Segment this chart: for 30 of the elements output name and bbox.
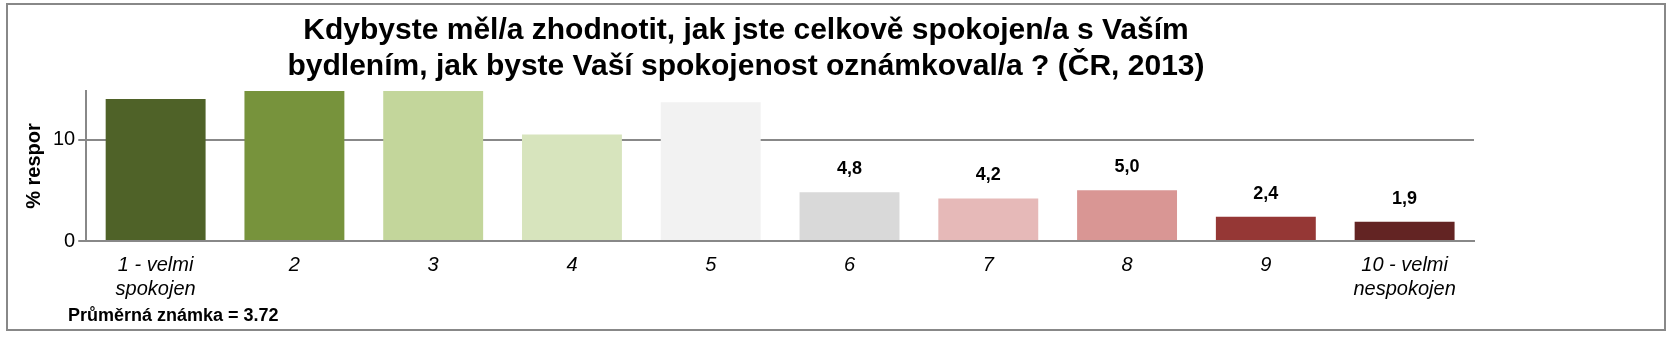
- bar: [1354, 221, 1455, 240]
- chart-title: Kdybyste měl/a zhodnotit, jak jste celkově spokojen/a s Vaším bydlením, jak byste Vaší spokojenost oznámkoval/a ? (ČR, 2013): [287, 12, 1205, 82]
- data-label: 4,2: [975, 164, 1001, 185]
- bar: [522, 134, 622, 240]
- data-label: 2,4: [1253, 182, 1279, 203]
- y-axis-title: % respor: [21, 122, 44, 209]
- bar: [244, 91, 345, 240]
- x-tick-label: 1 - velmi spokojen: [115, 252, 196, 299]
- bar: [1077, 190, 1178, 240]
- x-tick-label: 4: [566, 252, 578, 275]
- data-label: 5,0: [1114, 156, 1140, 177]
- x-tick-label: 9: [1260, 252, 1272, 275]
- x-tick-label: 6: [843, 252, 856, 275]
- y-tick-label: 0: [64, 228, 76, 251]
- bar: [799, 192, 900, 240]
- bar: [105, 99, 206, 240]
- text: Průměrná známka = 3.72: [68, 304, 279, 325]
- x-tick-label: 3: [427, 252, 439, 275]
- data-label: 4,8: [837, 158, 863, 179]
- x-tick-label: 2: [287, 252, 300, 275]
- x-tick-label: 10 - velmi nespokojen: [1353, 252, 1456, 299]
- x-tick-label: 8: [1121, 252, 1133, 275]
- bar: [660, 102, 761, 240]
- y-tick-label: 10: [53, 127, 76, 150]
- x-tick-label: 7: [982, 252, 995, 275]
- bar: [938, 198, 1039, 240]
- x-tick-label: 5: [705, 252, 718, 275]
- bar: [383, 91, 484, 240]
- bar: [1215, 216, 1316, 240]
- data-label: 1,9: [1392, 187, 1418, 208]
